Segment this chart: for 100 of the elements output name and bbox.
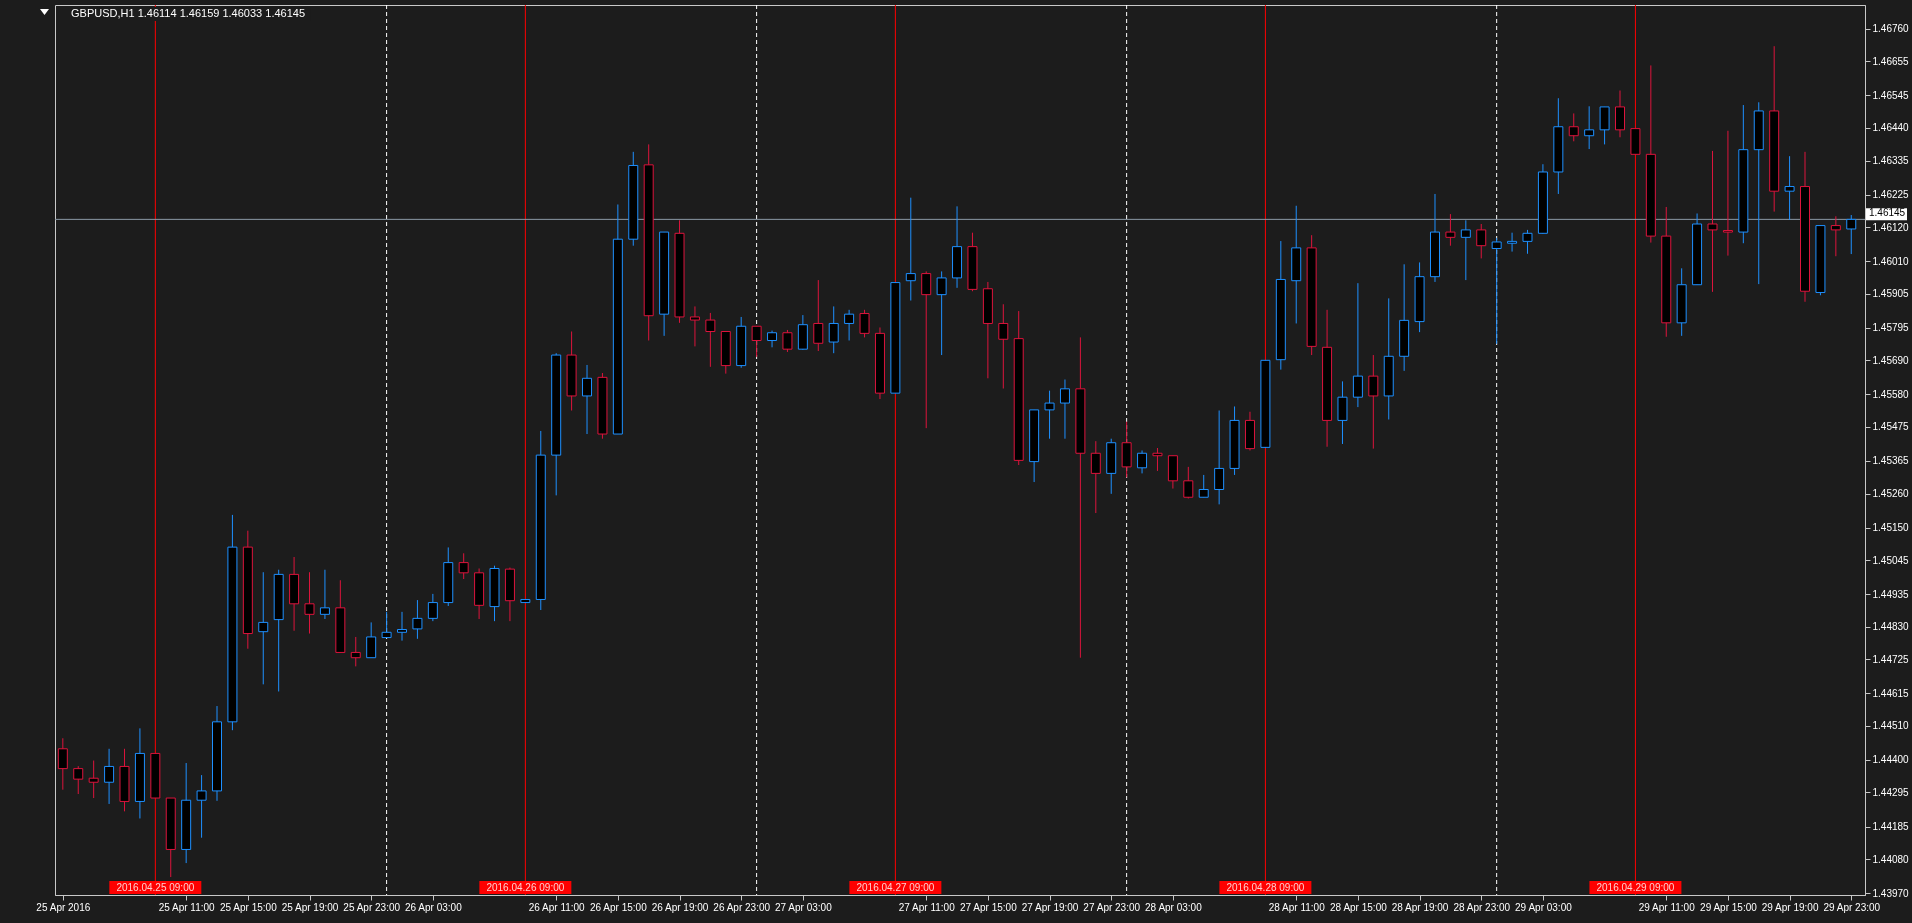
y-tick-label: 1.44400 bbox=[1872, 754, 1910, 766]
x-tick-label: 29 Apr 03:00 bbox=[1515, 901, 1573, 913]
x-tick-label: 26 Apr 23:00 bbox=[713, 901, 771, 913]
ref-line-label: 1.46145 bbox=[1869, 207, 1906, 219]
candlestick bbox=[196, 774, 207, 839]
y-tick-label: 1.46655 bbox=[1872, 55, 1910, 67]
x-tick-label: 28 Apr 11:00 bbox=[1268, 901, 1326, 913]
candlestick bbox=[1137, 449, 1148, 474]
y-tick-label: 1.45475 bbox=[1872, 421, 1910, 433]
y-tick-label: 1.46120 bbox=[1872, 221, 1910, 233]
y-tick-label: 1.45905 bbox=[1872, 288, 1910, 300]
ref-line-label: 2016.04.29 09:00 bbox=[1596, 881, 1675, 893]
candlestick bbox=[1707, 150, 1718, 293]
candlestick bbox=[57, 737, 68, 791]
candlestick bbox=[813, 279, 824, 352]
candlestick bbox=[319, 569, 330, 620]
y-tick-label: 1.44295 bbox=[1872, 786, 1910, 798]
x-tick-label: 25 Apr 23:00 bbox=[343, 901, 401, 913]
x-tick-label: 27 Apr 03:00 bbox=[775, 901, 833, 913]
y-tick-label: 1.45580 bbox=[1872, 388, 1910, 400]
y-tick-label: 1.45690 bbox=[1872, 354, 1910, 366]
candlestick bbox=[1507, 232, 1518, 253]
x-tick-label: 26 Apr 15:00 bbox=[590, 901, 648, 913]
x-tick-label: 26 Apr 11:00 bbox=[528, 901, 586, 913]
x-tick-label: 27 Apr 11:00 bbox=[898, 901, 956, 913]
y-tick-label: 1.46335 bbox=[1872, 155, 1910, 167]
candlestick bbox=[304, 571, 315, 635]
x-tick-label: 26 Apr 19:00 bbox=[651, 901, 709, 913]
candlestick bbox=[258, 571, 269, 685]
x-tick-label: 27 Apr 23:00 bbox=[1083, 901, 1141, 913]
y-tick-label: 1.46545 bbox=[1872, 89, 1910, 101]
y-tick-label: 1.43970 bbox=[1872, 887, 1910, 899]
candlestick bbox=[1183, 466, 1194, 499]
y-tick-label: 1.45045 bbox=[1872, 554, 1910, 566]
candlestick bbox=[1445, 213, 1456, 247]
y-tick-label: 1.44510 bbox=[1872, 720, 1910, 732]
y-tick-label: 1.45150 bbox=[1872, 522, 1910, 534]
x-tick-label: 25 Apr 11:00 bbox=[158, 901, 216, 913]
ref-line-label: 2016.04.26 09:00 bbox=[486, 881, 565, 893]
candlestick bbox=[1090, 440, 1101, 514]
candlestick bbox=[1368, 354, 1379, 450]
y-tick-label: 1.45795 bbox=[1872, 322, 1910, 334]
candlestick bbox=[1044, 390, 1055, 440]
candlestick bbox=[1522, 229, 1533, 255]
candlestick bbox=[751, 325, 762, 358]
candlestick bbox=[844, 309, 855, 341]
candlestick bbox=[1568, 112, 1579, 142]
candlestick bbox=[1337, 380, 1348, 445]
chart-title: GBPUSD,H1 1.46114 1.46159 1.46033 1.46145 bbox=[71, 7, 306, 19]
candlestick bbox=[1722, 130, 1733, 257]
x-tick-label: 27 Apr 15:00 bbox=[960, 901, 1018, 913]
candlestick bbox=[998, 303, 1009, 390]
candlestick bbox=[1059, 379, 1070, 440]
candlestick bbox=[1846, 214, 1857, 255]
x-tick-label: 28 Apr 19:00 bbox=[1391, 901, 1449, 913]
y-tick-label: 1.46010 bbox=[1872, 255, 1910, 267]
y-tick-label: 1.45365 bbox=[1872, 455, 1910, 467]
candlestick bbox=[1152, 447, 1163, 472]
x-tick-label: 25 Apr 2016 bbox=[36, 901, 91, 913]
candlestick bbox=[782, 329, 793, 353]
candlestick bbox=[1198, 474, 1209, 498]
ref-line-label: 2016.04.27 09:00 bbox=[856, 881, 935, 893]
x-tick-label: 26 Apr 03:00 bbox=[404, 901, 463, 913]
candlestick bbox=[905, 197, 916, 302]
y-tick-label: 1.44615 bbox=[1872, 687, 1910, 699]
x-tick-label: 29 Apr 23:00 bbox=[1823, 901, 1881, 913]
candlestick bbox=[1491, 237, 1502, 345]
candlestick bbox=[350, 636, 361, 667]
y-tick-label: 1.44080 bbox=[1872, 853, 1910, 865]
x-tick-label: 28 Apr 03:00 bbox=[1145, 901, 1203, 913]
candlestick bbox=[921, 270, 932, 429]
candlestick bbox=[859, 309, 870, 338]
candlestick bbox=[1615, 90, 1625, 138]
candlestick bbox=[1460, 219, 1471, 281]
candlestick bbox=[73, 765, 84, 795]
x-tick-label: 25 Apr 19:00 bbox=[281, 901, 339, 913]
candlestick bbox=[828, 305, 839, 354]
ref-line-label: 2016.04.25 09:00 bbox=[116, 881, 195, 893]
x-tick-label: 27 Apr 19:00 bbox=[1021, 901, 1079, 913]
candlestick bbox=[1476, 223, 1487, 259]
candlestick bbox=[1214, 410, 1225, 505]
y-tick-label: 1.45260 bbox=[1872, 488, 1910, 500]
candlestick bbox=[104, 748, 115, 805]
x-tick-label: 29 Apr 11:00 bbox=[1638, 901, 1696, 913]
y-tick-label: 1.46440 bbox=[1872, 122, 1910, 134]
candlestick bbox=[1599, 106, 1610, 145]
candlestick bbox=[936, 270, 947, 356]
y-tick-label: 1.46225 bbox=[1872, 189, 1910, 201]
candlestick bbox=[458, 552, 469, 580]
candlestick bbox=[366, 621, 377, 659]
candlestick bbox=[1784, 155, 1795, 221]
candlestick bbox=[705, 312, 716, 368]
y-tick-label: 1.44185 bbox=[1872, 821, 1910, 833]
candlestick bbox=[412, 599, 423, 640]
x-tick-label: 25 Apr 15:00 bbox=[219, 901, 278, 913]
x-tick-label: 29 Apr 15:00 bbox=[1700, 901, 1758, 913]
y-tick-label: 1.44830 bbox=[1872, 621, 1910, 633]
x-tick-label: 29 Apr 19:00 bbox=[1761, 901, 1819, 913]
candlestick bbox=[397, 611, 408, 642]
x-tick-label: 28 Apr 23:00 bbox=[1453, 901, 1511, 913]
